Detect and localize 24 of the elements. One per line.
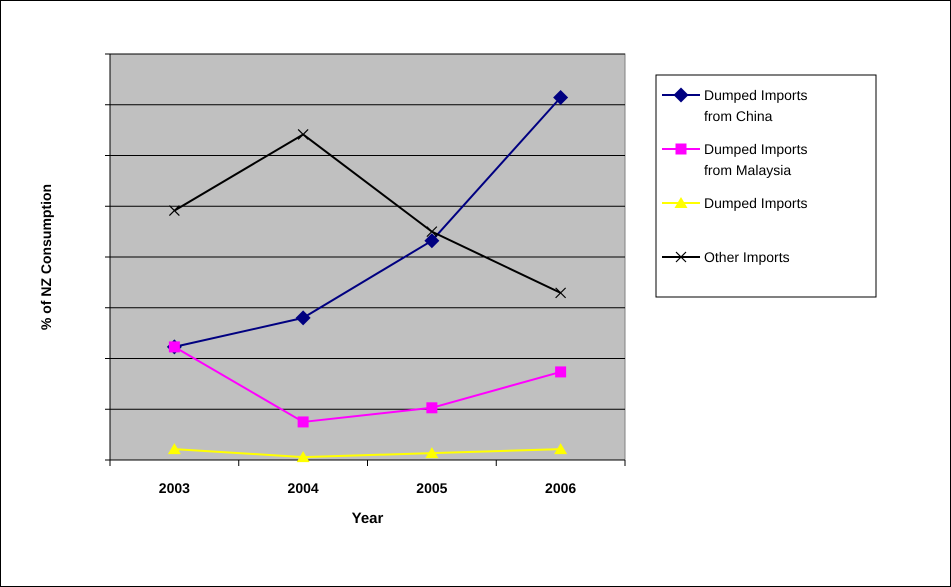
point: [168, 205, 180, 216]
legend-label: Dumped Imports: [704, 195, 808, 211]
point: [296, 310, 311, 326]
y-axis-title: % of NZ Consumption: [38, 184, 54, 330]
point: [553, 90, 568, 105]
x-tick-label: 2006: [545, 480, 576, 496]
x-tick-label: 2003: [158, 480, 190, 496]
x-axis-title: Year: [352, 510, 384, 527]
point: [555, 287, 566, 298]
x-tick-label: 2005: [416, 480, 448, 496]
point: [424, 233, 440, 248]
point: [168, 443, 181, 454]
point: [425, 447, 438, 458]
legend-label: Dumped Imports from Malaysia: [704, 141, 808, 178]
point: [555, 366, 566, 378]
point: [298, 416, 309, 428]
point: [426, 226, 438, 238]
point: [296, 451, 310, 462]
point: [298, 128, 309, 140]
legend-label: Other Imports: [704, 249, 790, 265]
point: [554, 443, 568, 454]
point: [426, 402, 438, 414]
legend-label: Dumped Imports from China: [704, 87, 808, 124]
x-tick-label: 2004: [288, 480, 319, 496]
